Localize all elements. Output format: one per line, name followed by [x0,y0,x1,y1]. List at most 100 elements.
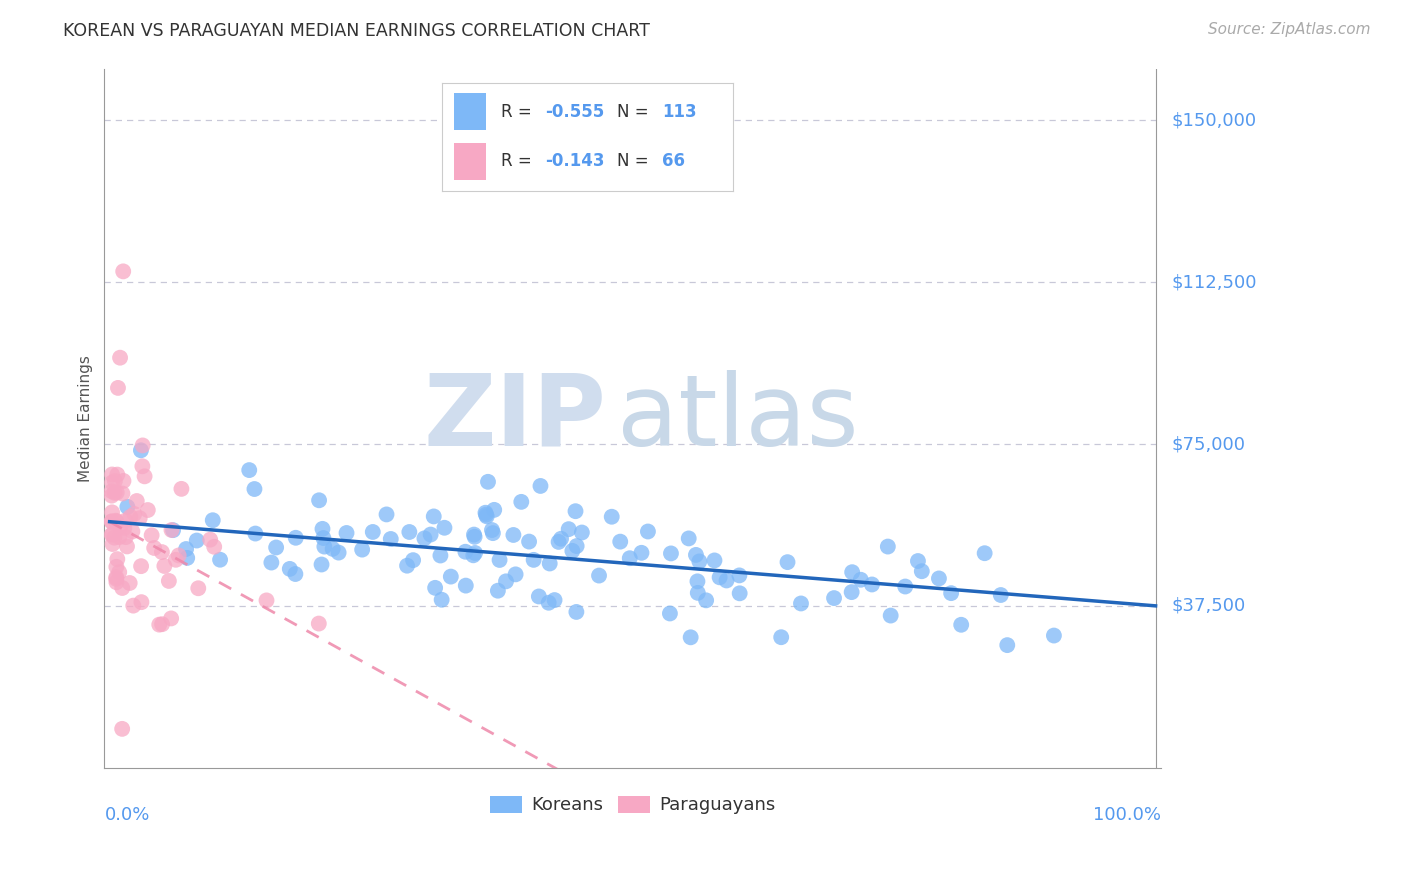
Point [131,459,153,474]
Point [658,607,681,621]
Point [430,592,453,607]
Point [823,591,845,606]
Point [118,576,141,591]
Point [335,526,357,541]
Point [619,551,641,566]
Point [911,564,934,578]
Point [150,617,173,632]
Point [101,537,124,551]
Point [128,511,150,525]
Point [105,514,128,528]
Point [790,597,813,611]
Point [907,554,929,568]
Point [103,531,125,545]
Point [148,617,170,632]
Point [464,546,486,560]
Text: ZIP: ZIP [423,369,606,467]
Point [108,351,131,365]
Point [100,489,122,503]
Point [482,503,505,517]
Point [165,553,187,567]
Point [101,467,124,482]
Point [463,549,485,563]
Point [352,542,374,557]
Point [101,475,124,490]
Point [678,532,700,546]
Point [517,534,540,549]
Point [278,562,301,576]
Point [939,586,962,600]
Point [111,722,134,736]
Point [209,552,232,566]
Point [709,570,731,584]
Point [419,527,441,541]
Point [841,585,863,599]
Point [153,559,176,574]
Point [115,540,138,554]
Point [600,509,623,524]
Point [486,583,509,598]
Point [637,524,659,539]
Point [776,555,799,569]
Point [114,530,136,544]
Point [685,548,707,562]
Point [550,532,572,546]
Point [686,586,709,600]
Point [502,528,524,542]
Point [107,381,129,395]
Point [538,557,561,571]
Point [284,567,307,582]
Point [143,541,166,555]
Point [104,514,127,528]
Point [477,475,499,489]
Point [136,503,159,517]
Point [695,593,717,607]
Point [198,533,221,547]
Point [571,525,593,540]
Text: atlas: atlas [617,369,859,467]
Point [245,526,267,541]
Point [170,482,193,496]
Point [464,530,486,544]
Point [565,539,588,553]
Point [160,611,183,625]
Point [121,524,143,539]
Point [433,521,456,535]
Point [429,549,451,563]
Text: $37,500: $37,500 [1173,597,1246,615]
Point [547,535,569,549]
Point [1043,628,1066,642]
Point [141,528,163,542]
Point [423,581,446,595]
Point [440,569,463,583]
Point [396,558,419,573]
Point [380,532,402,546]
Point [162,523,184,537]
Point [100,484,122,499]
Point [112,264,135,278]
Point [703,553,725,567]
Point [398,524,420,539]
Point [609,534,631,549]
Point [728,586,751,600]
Point [454,579,477,593]
Point [950,617,973,632]
Point [314,540,336,554]
Point [557,522,579,536]
Point [505,567,527,582]
Point [104,485,127,500]
Point [174,541,197,556]
Point [375,508,398,522]
Point [124,507,146,521]
Point [105,570,128,584]
Point [849,573,872,587]
Point [104,474,127,488]
Y-axis label: Median Earnings: Median Earnings [79,355,93,482]
Point [105,575,128,590]
Point [125,494,148,508]
Point [129,443,152,458]
Point [284,531,307,545]
Point [928,571,950,585]
Point [312,531,335,545]
Point [482,526,505,541]
